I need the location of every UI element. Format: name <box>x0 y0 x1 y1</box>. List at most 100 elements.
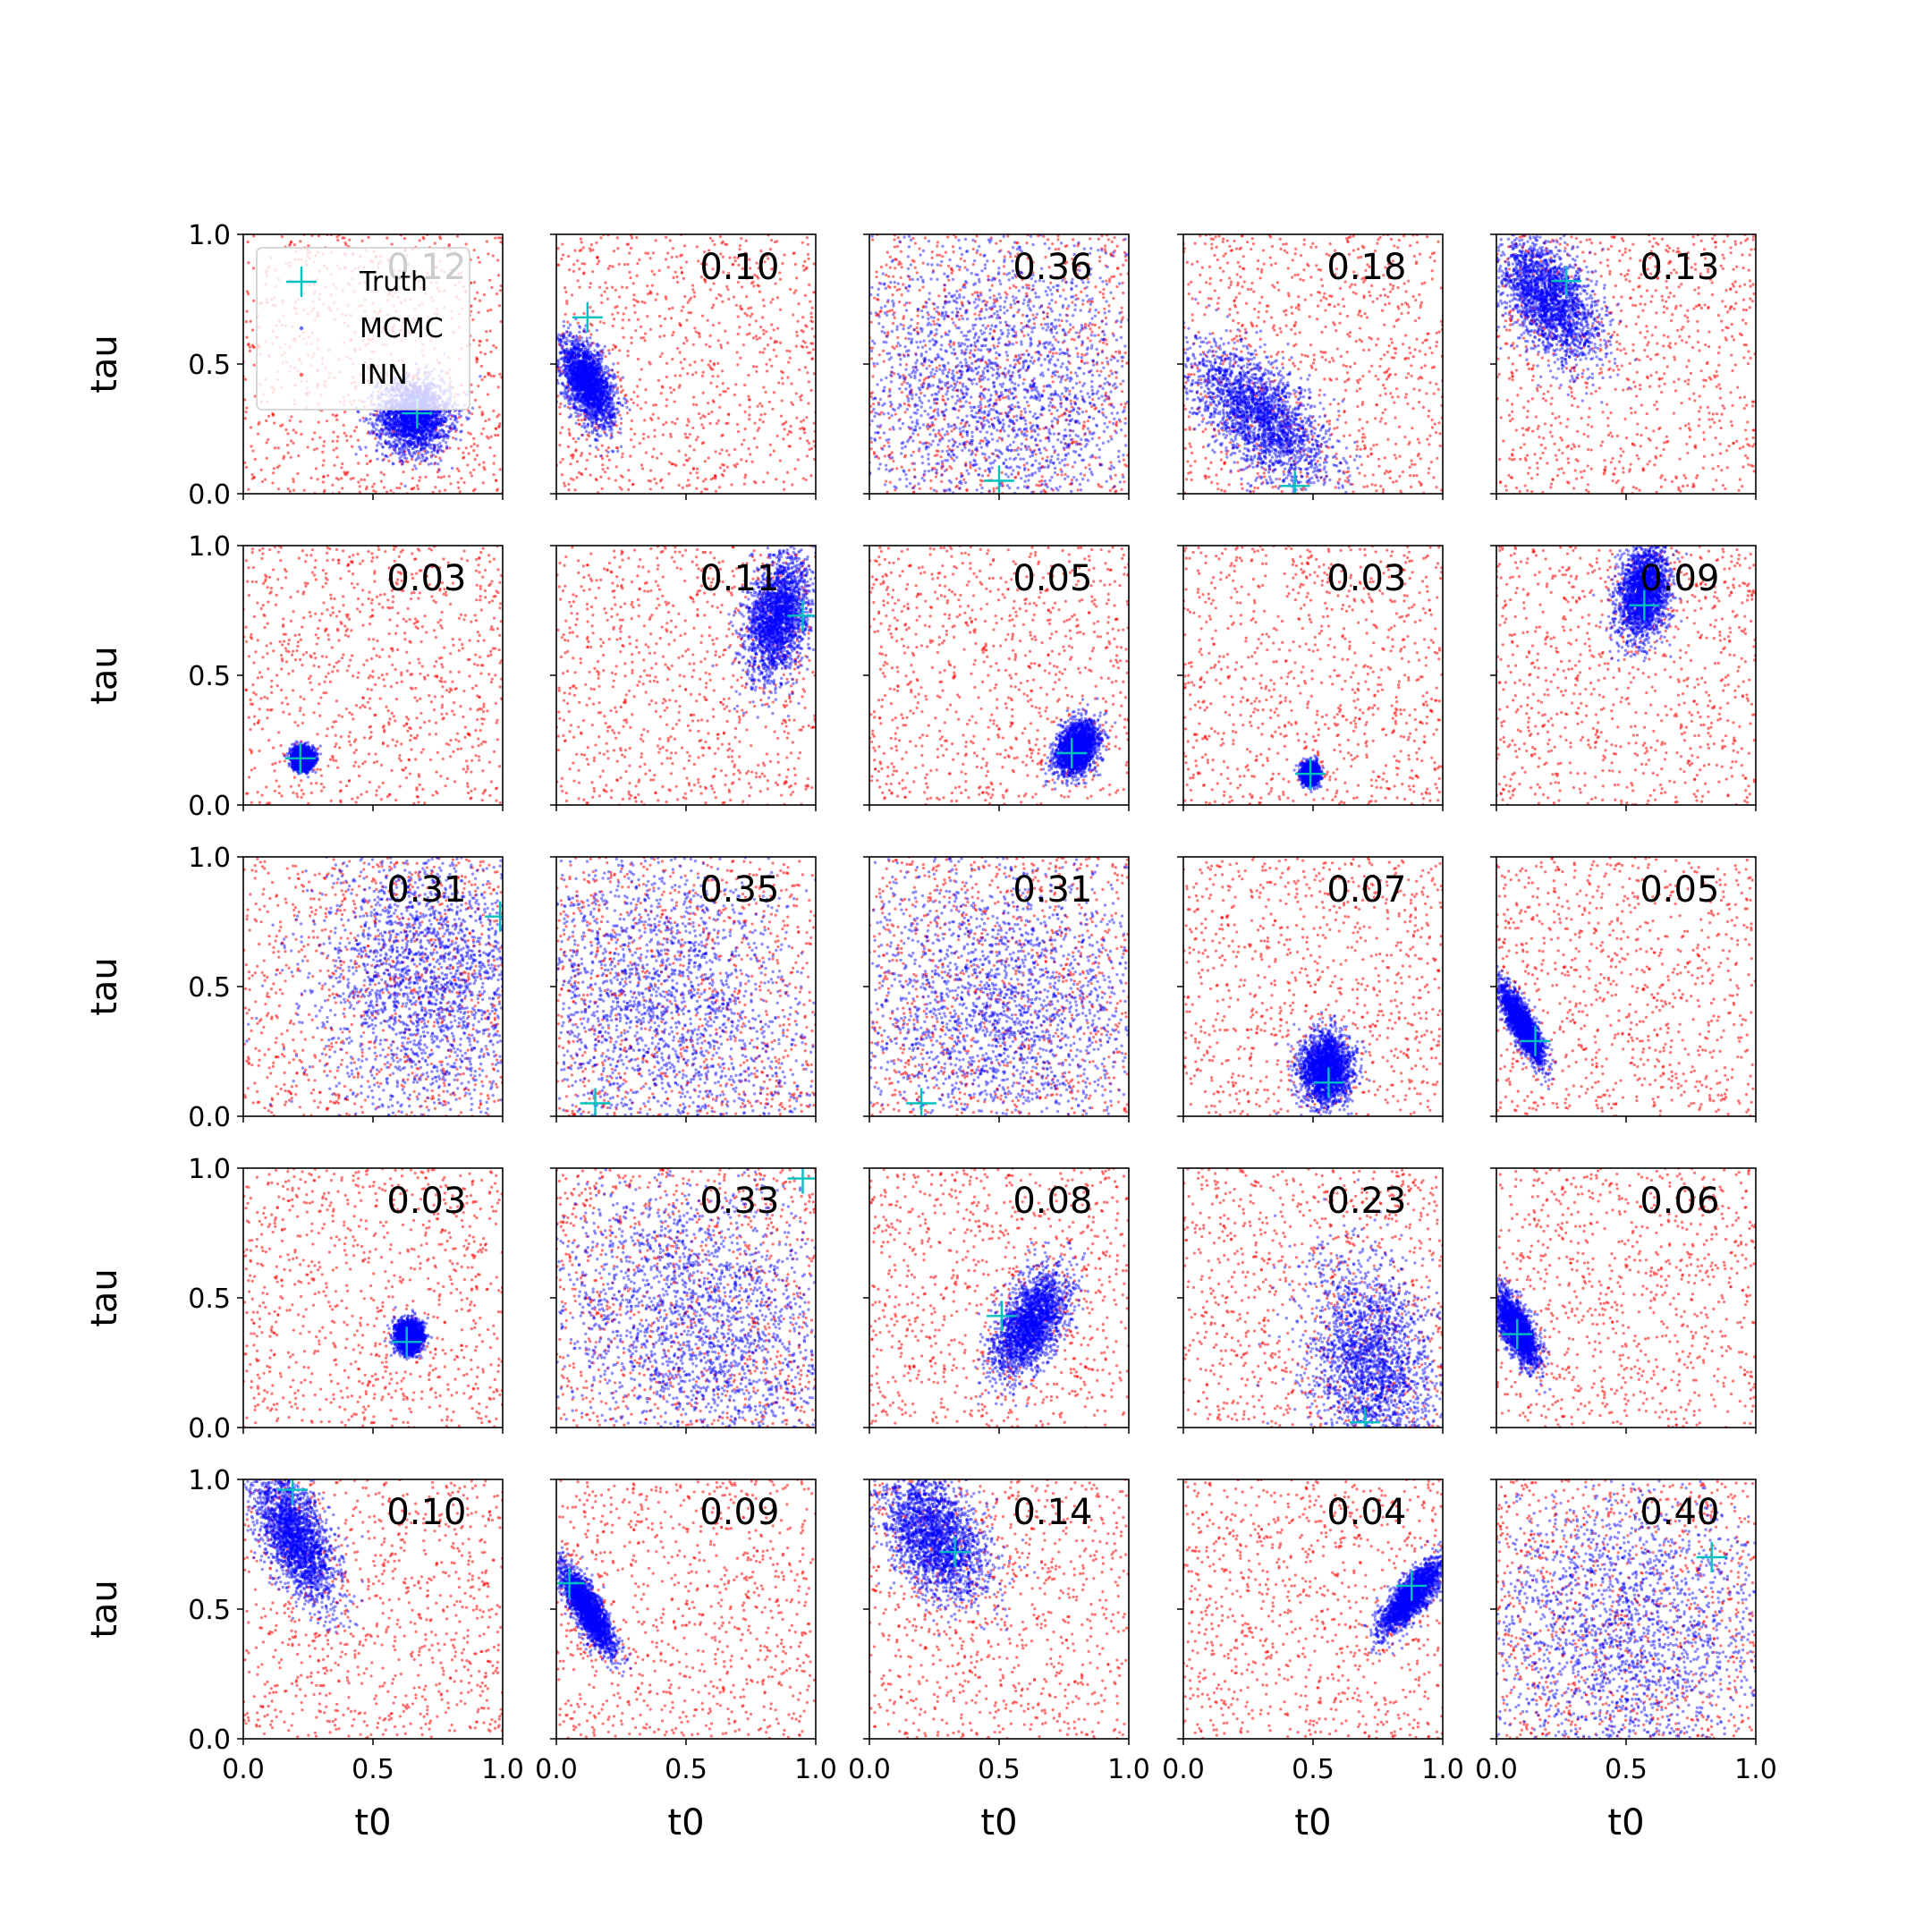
y-tick-label: 1.0 <box>188 220 231 251</box>
inn-point <box>611 286 614 289</box>
mcmc-point <box>624 402 627 404</box>
inn-point <box>685 318 688 321</box>
mcmc-point <box>455 420 458 423</box>
inn-point <box>739 403 741 406</box>
inn-point <box>567 483 570 486</box>
inn-point <box>569 462 572 465</box>
inn-point <box>642 437 645 440</box>
inn-point <box>580 241 583 243</box>
inn-point <box>365 454 368 457</box>
inn-point <box>715 450 717 453</box>
inn-point <box>247 292 250 295</box>
inn-point <box>797 458 800 461</box>
inn-point <box>563 482 565 485</box>
inn-point <box>272 413 275 416</box>
inn-point <box>775 355 777 358</box>
inn-point <box>717 419 720 422</box>
inn-point <box>614 346 616 349</box>
inn-point <box>667 472 670 475</box>
inn-point <box>733 394 736 396</box>
inn-point <box>681 253 683 256</box>
inn-point <box>606 287 608 290</box>
mcmc-point <box>436 444 438 446</box>
inn-point <box>655 299 657 301</box>
mcmc-point <box>376 433 378 436</box>
inn-point <box>557 264 560 267</box>
mcmc-point <box>354 453 357 455</box>
inn-point <box>781 399 784 402</box>
mcmc-point <box>439 445 442 448</box>
inn-point <box>292 428 295 431</box>
inn-point <box>623 263 626 266</box>
mcmc-point <box>408 429 411 432</box>
inn-point <box>331 440 334 443</box>
inn-point <box>658 269 661 272</box>
inn-point <box>720 448 723 451</box>
mcmc-point <box>560 372 563 375</box>
inn-point <box>461 424 463 427</box>
inn-point <box>572 479 574 481</box>
inn-point <box>580 454 582 457</box>
inn-point <box>689 445 691 447</box>
inn-point <box>321 451 324 453</box>
inn-point <box>612 325 614 327</box>
inn-point <box>719 466 722 469</box>
inn-point <box>797 302 800 305</box>
inn-point <box>487 418 490 420</box>
inn-point <box>616 362 619 365</box>
inn-point <box>762 420 765 423</box>
inn-point <box>803 260 806 263</box>
inn-point <box>702 441 705 444</box>
inn-point <box>247 488 250 491</box>
mcmc-point <box>431 430 434 433</box>
inn-point <box>636 403 639 406</box>
inn-point <box>782 371 784 374</box>
inn-point <box>747 307 750 309</box>
inn-point <box>562 458 564 461</box>
inn-point <box>736 462 739 465</box>
mcmc-point <box>391 452 394 454</box>
inn-point <box>702 479 705 482</box>
inn-point <box>758 419 761 421</box>
inn-point <box>640 368 643 370</box>
inn-point <box>468 453 470 455</box>
inn-point <box>598 286 601 289</box>
inn-point <box>589 474 592 477</box>
inn-point <box>437 476 440 479</box>
inn-point <box>718 452 721 454</box>
inn-point <box>472 437 475 440</box>
inn-point <box>383 486 386 488</box>
inn-point <box>686 424 689 427</box>
inn-point <box>566 320 569 323</box>
inn-point <box>687 301 690 304</box>
mcmc-point <box>367 421 369 424</box>
inn-point <box>741 308 743 310</box>
inn-point <box>773 349 775 352</box>
inn-point <box>809 352 811 354</box>
inn-point <box>589 333 592 335</box>
inn-point <box>743 476 746 479</box>
mcmc-point <box>421 437 424 440</box>
mcmc-point <box>432 420 435 423</box>
inn-point <box>565 302 568 305</box>
mcmc-point <box>364 446 367 449</box>
inn-point <box>607 477 610 479</box>
inn-point <box>639 378 641 381</box>
inn-point <box>604 355 606 358</box>
inn-point <box>647 436 649 438</box>
inn-point <box>341 487 343 489</box>
inn-point <box>751 461 754 463</box>
mcmc-point <box>611 369 614 371</box>
inn-point <box>614 289 617 292</box>
inn-point <box>470 391 473 394</box>
inn-point <box>622 336 624 339</box>
inn-point <box>738 326 741 328</box>
inn-point <box>380 480 383 483</box>
inn-point <box>678 322 681 325</box>
inn-point <box>336 436 339 438</box>
inn-point <box>710 411 713 413</box>
inn-point <box>606 467 609 470</box>
inn-point <box>613 318 615 320</box>
inn-point <box>249 350 251 352</box>
inn-point <box>768 401 771 403</box>
